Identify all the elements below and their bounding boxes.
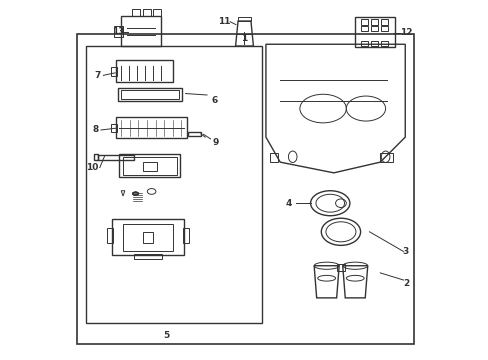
Bar (85, 46, 262, 323)
Bar (370, 41, 378, 46)
Bar (142, 162, 157, 171)
Bar (380, 19, 387, 24)
Bar (112, 219, 183, 255)
Bar (183, 228, 189, 243)
Bar (336, 264, 345, 271)
Bar (354, 17, 394, 47)
Bar (380, 41, 387, 46)
Bar (116, 117, 187, 138)
Bar (118, 88, 182, 101)
Text: 1: 1 (241, 34, 247, 43)
Bar (188, 132, 201, 136)
Bar (153, 9, 161, 16)
Text: 11: 11 (218, 17, 230, 26)
Bar (121, 90, 179, 99)
Text: 7: 7 (94, 71, 101, 80)
Bar (134, 254, 162, 259)
Bar (114, 26, 123, 37)
Bar (360, 19, 367, 24)
Bar (110, 124, 117, 132)
Bar (360, 26, 367, 31)
Bar (269, 153, 278, 162)
Bar (107, 228, 113, 243)
Bar (123, 224, 173, 251)
Bar (380, 26, 387, 31)
Bar (370, 19, 378, 24)
Text: 9: 9 (212, 138, 219, 147)
Bar (380, 153, 392, 162)
Text: 3: 3 (402, 247, 408, 256)
Bar (116, 60, 173, 82)
Text: 2: 2 (402, 279, 408, 288)
Bar (119, 154, 180, 177)
Bar (110, 67, 117, 76)
Text: 4: 4 (285, 199, 292, 208)
Bar (360, 41, 367, 46)
Bar (98, 155, 134, 160)
Bar (142, 9, 150, 16)
Bar (123, 157, 176, 175)
Text: 6: 6 (211, 96, 217, 105)
Bar (142, 232, 153, 243)
Text: 5: 5 (163, 330, 169, 339)
Bar (238, 17, 250, 21)
Bar (77, 33, 413, 344)
Text: 8: 8 (92, 126, 98, 135)
Text: 13: 13 (112, 27, 125, 36)
Text: 10: 10 (86, 163, 99, 172)
Bar (132, 9, 140, 16)
Bar (121, 16, 160, 46)
Bar (370, 26, 378, 31)
Text: 12: 12 (399, 28, 411, 37)
